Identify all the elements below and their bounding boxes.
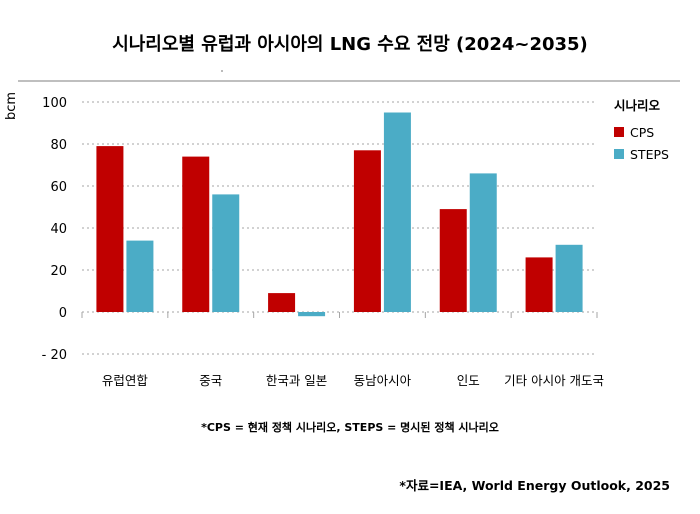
footnote: *CPS = 현재 정책 시나리오, STEPS = 명시된 정책 시나리오 — [201, 421, 499, 434]
chart-title: 시나리오별 유럽과 아시아의 LNG 수요 전망 (2024~2035) — [112, 34, 588, 55]
bar-cps — [353, 150, 381, 312]
legend-item-cps: CPS — [614, 121, 669, 143]
legend: 시나리오 CPS STEPS — [614, 95, 669, 165]
bar-steps — [298, 312, 326, 317]
legend-item-steps: STEPS — [614, 143, 669, 165]
y-tick-label: - 20 — [42, 348, 67, 363]
source-note: *자료=IEA, World Energy Outlook, 2025 — [399, 478, 670, 493]
bar-cps — [439, 209, 467, 312]
bar-steps — [469, 173, 497, 312]
y-tick-label: 60 — [50, 180, 67, 195]
x-tick-label: 기타 아시아 개도국 — [504, 373, 604, 388]
legend-label-steps: STEPS — [630, 146, 669, 162]
x-tick-label: 유럽연합 — [102, 373, 149, 388]
title-divider — [18, 80, 680, 82]
x-tick-label: 한국과 일본 — [266, 373, 327, 388]
legend-title: 시나리오 — [614, 98, 661, 113]
y-tick-label: 80 — [50, 138, 67, 153]
legend-swatch-steps — [614, 149, 624, 159]
legend-label-cps: CPS — [630, 124, 655, 140]
x-tick-label: 중국 — [199, 373, 222, 388]
bar-cps — [268, 293, 296, 312]
bar-cps — [525, 257, 553, 312]
legend-swatch-cps — [614, 127, 624, 137]
y-tick-label: 20 — [50, 264, 67, 279]
bar-steps — [212, 194, 240, 312]
bar-cps — [96, 146, 124, 312]
y-tick-label: 100 — [42, 96, 67, 111]
decorative-dot — [221, 70, 223, 72]
x-tick-label: 인도 — [457, 373, 480, 388]
bar-steps — [126, 240, 154, 312]
bar-cps — [182, 156, 210, 312]
bar-steps — [555, 244, 583, 312]
y-tick-label: 40 — [50, 222, 67, 237]
bar-steps — [383, 112, 411, 312]
x-tick-label: 동남아시아 — [354, 373, 412, 388]
y-tick-label: 0 — [59, 306, 67, 321]
